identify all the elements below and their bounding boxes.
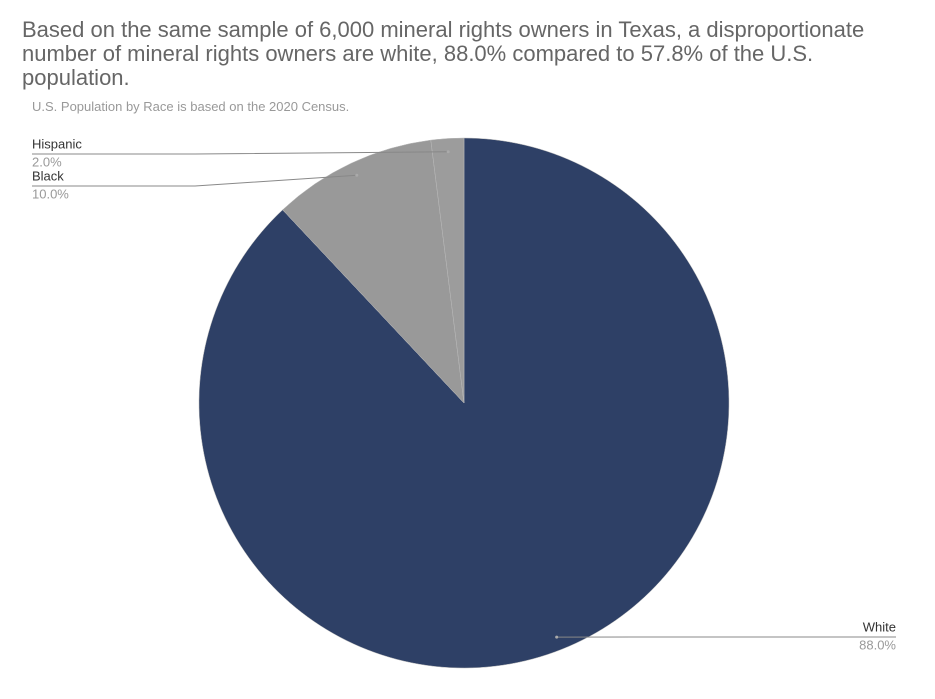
leader-dot [446,150,450,154]
pie-slice [430,137,465,404]
pie-slice [282,139,465,404]
slice-value-label: 10.0% [32,186,69,201]
slice-label: Black [32,168,64,183]
leader-dot [555,635,559,639]
slice-label: Hispanic [32,136,82,151]
chart-subtitle: U.S. Population by Race is based on the … [32,99,350,114]
chart-title: Based on the same sample of 6,000 minera… [22,17,865,90]
leader-line [32,174,357,187]
slice-value-label: 88.0% [859,637,896,652]
slice-value-label: 2.0% [32,154,62,169]
leader-line [32,151,449,155]
leader-dot [355,173,359,177]
slice-label: White [863,619,896,634]
